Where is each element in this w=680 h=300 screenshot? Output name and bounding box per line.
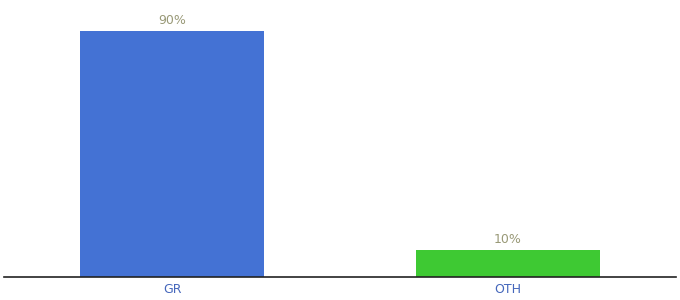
Bar	[80, 32, 265, 277]
Text: 90%: 90%	[158, 14, 186, 27]
Bar	[415, 250, 600, 277]
Text: 10%: 10%	[494, 233, 522, 246]
